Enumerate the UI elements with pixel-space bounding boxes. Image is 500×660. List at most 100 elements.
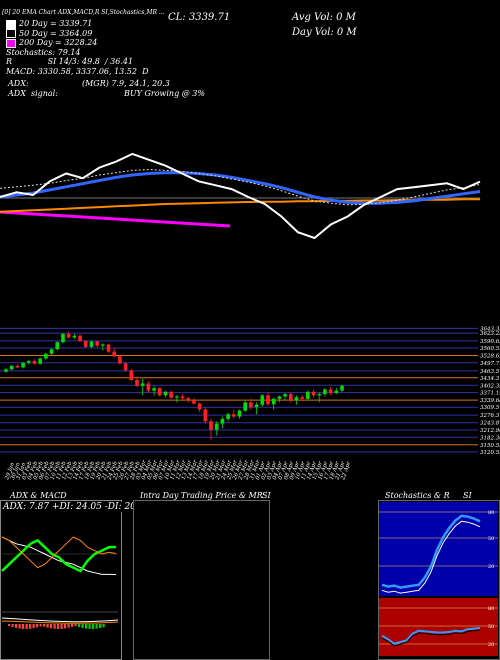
date-tick-label: 30 Jan [10,462,22,481]
rsi-level-label: 20 [488,642,494,648]
rsi-level-label: 50 [488,624,494,630]
candle-body [340,385,344,391]
candle-body [192,400,196,404]
candle-body [72,335,77,338]
macd-histogram-bar [29,624,32,629]
stoch-panel-title: Stochastics & R [385,491,450,500]
candle-body [288,394,293,401]
stat-line: 200 Day = 3228.24 [6,38,148,48]
stat-line: R SI 14/3: 49.8 / 36.41 [6,57,148,67]
candle-body [260,395,265,405]
candle-body [254,404,259,408]
price-tick-label: 3528.62 [480,353,500,359]
avg-volume: Avg Vol: 0 M [292,12,356,23]
stats-block: 20 Day = 3339.71 50 Day = 3364.09 200 Day … [6,19,148,76]
stat-text: 20 Day = 3339.71 [19,19,93,28]
price-tick-label: 3623.23 [480,331,500,337]
price-tick-label: 3497.71 [480,361,500,367]
candle-body [112,351,117,357]
candle-body [266,395,270,405]
stoch-level-label: 80 [488,510,494,516]
candle-body [9,365,14,370]
candle-body [186,398,191,401]
candle-body [32,361,37,364]
rsi-line [381,627,481,645]
candle-body [118,356,122,364]
candle-chart: 3643.333623.23 3590.633560.533528.62 3497.… [0,326,500,482]
candle-body [95,341,99,346]
candle-body [300,397,304,399]
candle-body [283,394,287,397]
macd-histogram-bar [74,624,77,627]
legend-swatch [6,38,16,48]
adx-di-values: ADX: 7.87 +DI: 24.05 -DI: 20.55 [3,502,151,512]
macd-histogram-bar [67,624,70,628]
price-tick-label: 3339.68 [480,398,500,404]
macd-histogram-bar [57,624,60,629]
candle-body [231,414,236,417]
rsi-level-label: 80 [488,606,494,612]
macd-histogram-bar [39,624,42,627]
macd-signal-line [1,620,119,624]
stat-text: MACD: 3330.58, 3337.06, 13.52 D [6,66,149,76]
adx-readout: ADX: (MGR) 7.9, 24.1, 20.3 [8,79,170,88]
candle-body [55,342,60,350]
macd-histogram-bar [92,624,95,629]
candle-body [180,396,185,399]
candle-body [21,362,25,368]
adx-series-line [1,536,117,576]
ema20-line [0,169,481,206]
macd-histogram-bar [50,624,53,629]
candle-body [135,379,139,386]
macd-histogram-bar [8,624,11,626]
stoch-panel-si: SI [463,491,472,500]
day-volume: Day Vol: 0 M [292,27,357,38]
macd-histogram-bar [32,624,35,629]
candle-body [169,391,173,398]
close-price: CL: 3339.71 [168,12,231,23]
candle-body [38,358,42,364]
macd-line [1,617,119,623]
adx-chart [1,536,119,629]
macd-histogram-bar [53,624,56,629]
sma50-line [0,171,481,205]
candle-body [317,394,322,396]
stat-text: 200 Day = 3228.24 [19,38,98,47]
adx-series-line [1,538,117,573]
candle-body [277,396,282,399]
stat-line: MACD: 3330.58, 3337.06, 13.52 D [6,67,148,77]
macd-histogram-bar [85,624,88,629]
candle-body [49,349,54,354]
orange-ma-line [0,198,480,213]
price-tick-label: 3309.57 [480,405,500,411]
price-tick-label: 3590.63 [480,339,500,345]
chart-header: [0] 20 EMA Chart ADX,MACD,R SI,Stochasti… [2,9,165,16]
stoch-level-label: 50 [488,536,494,542]
macd-histogram-bar [22,624,25,629]
macd-histogram-bar [18,624,21,629]
macd-histogram-bar [81,624,84,628]
macd-histogram-bar [15,624,18,628]
stoch-level-label: 20 [488,564,494,570]
macd-histogram-bar [102,624,105,628]
stoch-rsi-chart: 80 50 20 80 50 20 [379,502,498,656]
stat-line: Stochastics: 79.14 [6,48,148,58]
price-tick-label: 3212.96 [480,428,500,434]
price-tick-label: 3434.3 [480,376,500,382]
candle-body [209,421,213,430]
legend-swatch [6,29,16,38]
price-tick-label: 3371.19 [480,391,500,397]
candle-body [123,363,128,371]
candle-body [328,389,333,393]
candle-body [311,391,316,396]
stat-text: Stochastics: 79.14 [6,47,81,57]
candle-body [271,398,276,405]
candle-body [237,410,242,417]
macd-histogram-bar [46,624,49,628]
macd-histogram-bar [25,624,28,629]
candle-body [44,353,48,359]
macd-histogram-bar [11,624,14,627]
price-tick-label: 3463.5 [480,369,500,375]
price-tick-label: 3402.39 [480,383,500,389]
intra-day-panel [133,500,270,660]
